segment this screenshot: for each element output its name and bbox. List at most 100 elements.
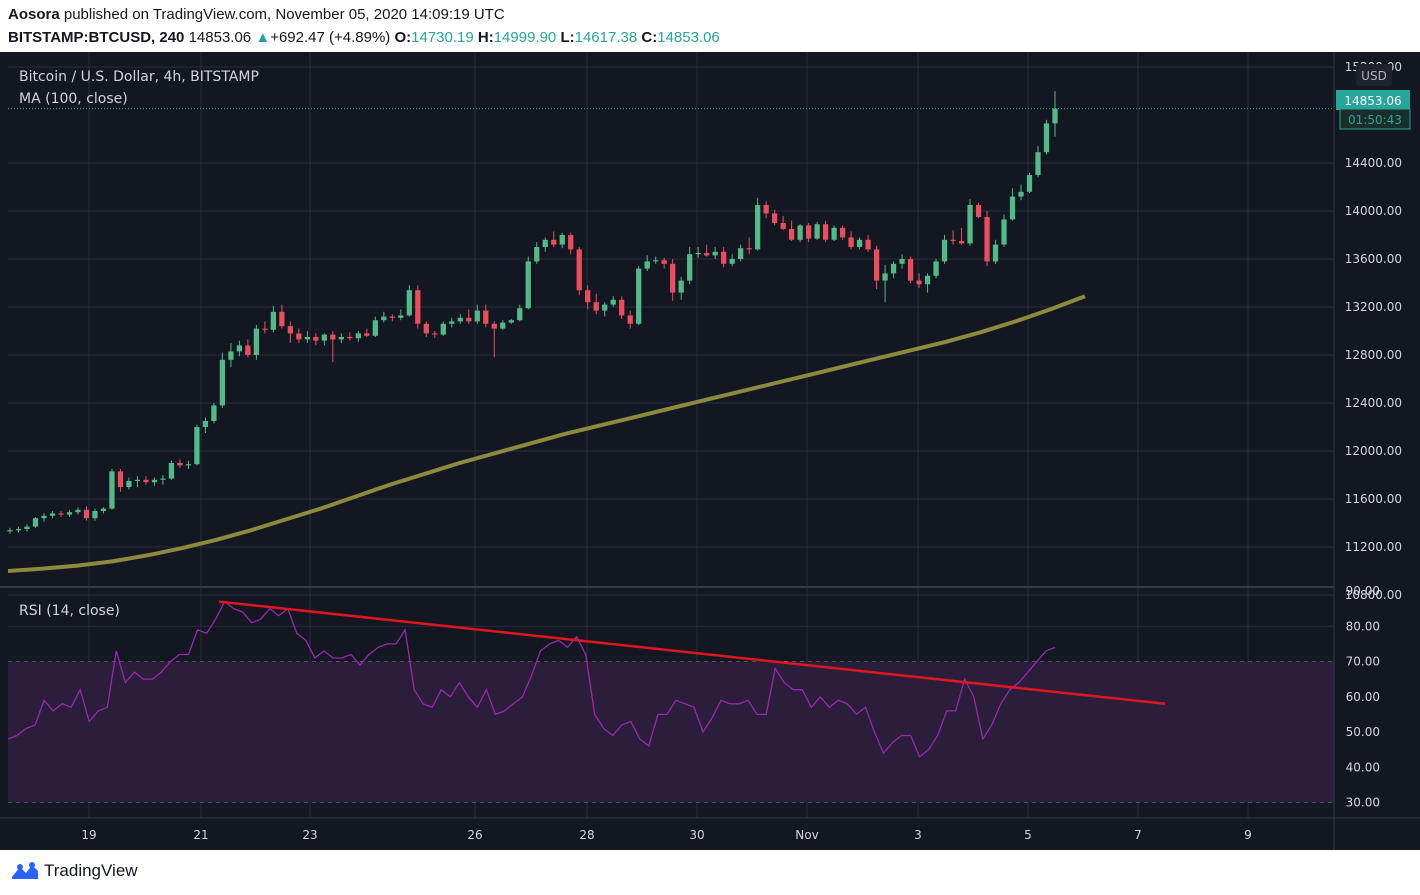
rsi-tick-label: 70.00 [1346, 655, 1380, 669]
chart-area[interactable]: 15200.0014400.0014000.0013600.0013200.00… [0, 52, 1420, 850]
rsi-legend[interactable]: RSI (14, close) [19, 603, 120, 619]
candle-up [398, 315, 404, 318]
candle-up [1052, 108, 1058, 124]
close-label: C: [641, 29, 658, 46]
candle-down [746, 248, 752, 250]
candle-down [848, 237, 854, 247]
candle-down [721, 251, 727, 264]
candle-up [738, 248, 744, 259]
ma-legend[interactable]: MA (100, close) [19, 91, 128, 107]
candle-up [41, 515, 47, 519]
candle-up [185, 464, 192, 466]
candle-down [585, 290, 591, 303]
tradingview-logo[interactable]: TradingView [10, 861, 138, 881]
last-price: 14853.06 [188, 29, 252, 46]
candle-up [338, 337, 344, 340]
time-tick-label: 9 [1244, 828, 1252, 842]
candle-down [279, 311, 285, 327]
ma-line [7, 294, 1086, 573]
candle-down [805, 225, 812, 239]
candle-up [1035, 152, 1041, 175]
candle-up [755, 205, 761, 250]
symbol-label[interactable]: BITSTAMP:BTCUSD, 240 [8, 29, 185, 46]
candle-down [907, 259, 914, 281]
candle-down [780, 223, 786, 229]
candle-up [355, 333, 361, 339]
currency-badge[interactable] [1356, 64, 1392, 86]
candle-up [814, 224, 820, 239]
candle-down [950, 239, 956, 241]
up-arrow-icon: ▲ [255, 29, 271, 46]
candle-up [534, 247, 540, 262]
rsi-tick-label: 40.00 [1346, 760, 1380, 774]
tradingview-brand: TradingView [44, 861, 138, 880]
author-name[interactable]: Aosora [8, 6, 60, 23]
candle-up [449, 321, 455, 324]
candle-up [32, 518, 39, 527]
candle-up [134, 479, 141, 481]
rsi-line [7, 600, 1056, 758]
price-tick-label: 14000.00 [1345, 204, 1402, 218]
candle-up [49, 513, 56, 516]
candle-down [984, 217, 990, 262]
candle-down [704, 253, 710, 256]
candles-group [7, 91, 1058, 534]
candle-up [1018, 191, 1024, 197]
open-label: O: [394, 29, 412, 46]
time-tick-label: 19 [81, 828, 96, 842]
rsi-tick-label: 50.00 [1346, 725, 1380, 739]
candle-down [491, 323, 497, 329]
candle-up [1001, 219, 1007, 245]
candle-up [151, 479, 158, 483]
candle-up [321, 334, 327, 341]
last-price-tag [1336, 90, 1410, 110]
price-tick-label: 13200.00 [1345, 300, 1402, 314]
candle-down [576, 249, 582, 291]
candle-up [228, 351, 234, 360]
candle-up [712, 251, 718, 256]
candle-up [636, 268, 642, 324]
candle-down [975, 205, 982, 217]
candle-up [695, 253, 701, 255]
candle-down [670, 263, 676, 293]
candle-down [568, 235, 574, 250]
chart-title: Bitcoin / U.S. Dollar, 4h, BITSTAMP [19, 69, 259, 85]
candle-up [729, 259, 735, 264]
candle-up [270, 311, 277, 330]
candle-up [457, 317, 463, 322]
candle-up [219, 359, 226, 406]
time-tick-label: 30 [689, 828, 704, 842]
candle-down [763, 205, 769, 214]
candle-down [330, 334, 336, 340]
time-tick-label: 26 [467, 828, 482, 842]
candle-down [839, 227, 846, 238]
candle-down [916, 280, 922, 285]
candle-up [66, 512, 73, 515]
candle-down [415, 290, 421, 324]
rsi-tick-label: 60.00 [1346, 690, 1380, 704]
countdown-label: 01:50:43 [1348, 113, 1402, 127]
rsi-tick-label: 80.00 [1346, 619, 1380, 633]
candle-up [236, 345, 243, 352]
candle-up [24, 526, 30, 529]
candle-up [202, 421, 209, 427]
close-value: 14853.06 [657, 29, 720, 46]
candle-down [466, 317, 472, 322]
candle-down [432, 333, 438, 335]
candle-up [856, 239, 863, 247]
candle-up [126, 481, 132, 487]
ma-line-group [7, 294, 1086, 573]
high-label: H: [477, 29, 494, 46]
low-label: L: [560, 29, 575, 46]
time-tick-label: 23 [302, 828, 317, 842]
candle-up [1026, 175, 1033, 192]
candle-up [687, 254, 693, 281]
candle-up [75, 509, 81, 513]
price-tick-label: 12400.00 [1345, 396, 1402, 410]
candle-up [500, 322, 506, 329]
rsi-trendline [218, 600, 1166, 706]
candle-up [644, 261, 650, 269]
candle-up [831, 227, 837, 240]
last-price-tag-label: 14853.06 [1344, 94, 1401, 108]
price-tick-label: 14400.00 [1345, 156, 1402, 170]
